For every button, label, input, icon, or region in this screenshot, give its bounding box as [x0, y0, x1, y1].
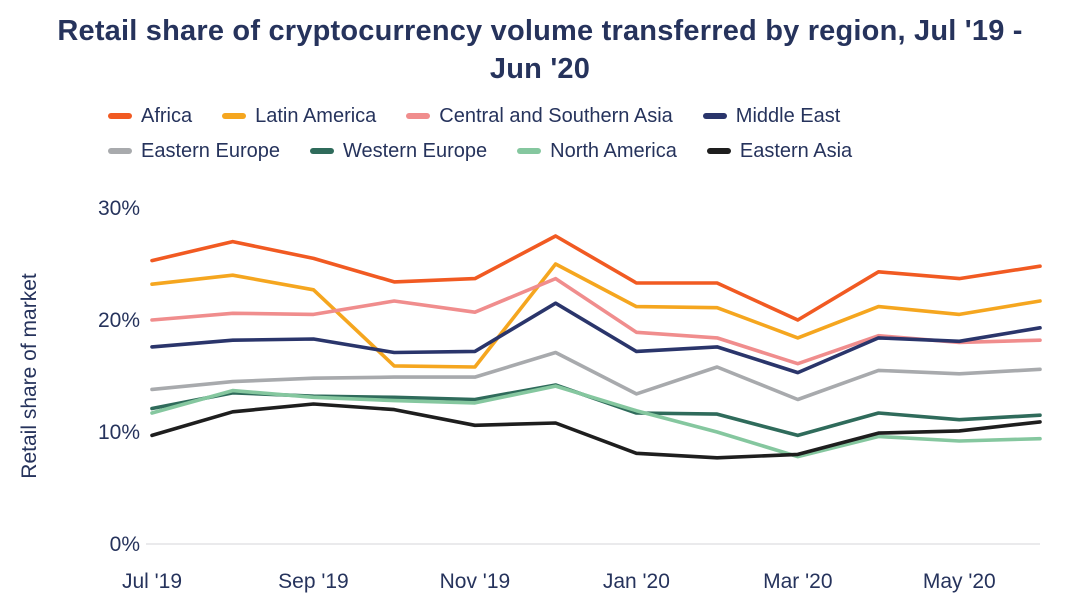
series-line-eastern-europe [150, 350, 1042, 402]
x-tick-label: Sep '19 [278, 570, 349, 593]
legend-swatch-icon [406, 113, 431, 120]
legend-label: Central and Southern Asia [439, 104, 673, 127]
legend-item: Central and Southern Asia [406, 105, 673, 128]
series-line-africa [150, 234, 1042, 322]
x-tick-label: May '20 [923, 570, 996, 593]
series-line-eastern-asia [150, 402, 1042, 460]
legend-swatch-icon [517, 148, 542, 155]
series-line-middle-east [150, 301, 1042, 375]
y-tick-label: 30% [98, 197, 140, 220]
legend-item: Western Europe [309, 139, 488, 163]
legend-label: Africa [141, 104, 193, 127]
legend-swatch-icon [706, 148, 731, 155]
series-line-north-america [150, 384, 1042, 459]
legend-label: Western Europe [342, 139, 488, 162]
legend-swatch-icon [222, 113, 247, 120]
y-tick-label: 10% [98, 421, 140, 444]
chart-svg: 0% 10% 20% 30% Jul '19 Sep '19 Nov '19 Jan '20 M… [18, 197, 1042, 593]
legend-item: Middle East [702, 104, 841, 128]
legend-swatch-icon [702, 113, 727, 120]
legend-item: Latin America [222, 105, 376, 128]
legend-label: Eastern Europe [141, 139, 280, 162]
chart-title: Retail share of cryptocurrency volume tr… [57, 15, 1023, 86]
series-line-latin-america [150, 262, 1042, 369]
plot-area: 0% 10% 20% 30% Jul '19 Sep '19 Nov '19 Jan '20 M… [0, 190, 1080, 602]
legend-swatch-icon [309, 148, 334, 155]
legend-row: Eastern Europe Western Europe North Americ… [108, 140, 1080, 163]
x-tick-label: Mar '20 [763, 570, 832, 593]
legend-label: North America [550, 139, 677, 162]
legend-swatch-icon [108, 148, 132, 155]
legend-item: North America [517, 140, 677, 163]
y-tick-label: 0% [110, 533, 140, 556]
legend-item: Eastern Asia [706, 139, 853, 163]
legend-row: Africa Latin America Central and Southern … [108, 105, 1080, 128]
legend-swatch-icon [108, 113, 132, 120]
series-line-central-and-southern-asia [150, 276, 1042, 366]
legend-label: Middle East [735, 104, 841, 127]
legend-label: Eastern Asia [739, 139, 853, 162]
x-tick-label: Jul '19 [122, 570, 182, 593]
x-tick-label: Nov '19 [440, 570, 511, 593]
legend: Africa Latin America Central and Southern … [108, 105, 1080, 163]
x-tick-label: Jan '20 [603, 570, 670, 593]
y-axis-label: Retail share of market [18, 273, 41, 479]
legend-item: Eastern Europe [108, 140, 280, 163]
legend-item: Africa [108, 105, 192, 128]
y-tick-label: 20% [98, 309, 140, 332]
series-line-western-europe [150, 383, 1042, 438]
legend-label: Latin America [255, 104, 377, 127]
